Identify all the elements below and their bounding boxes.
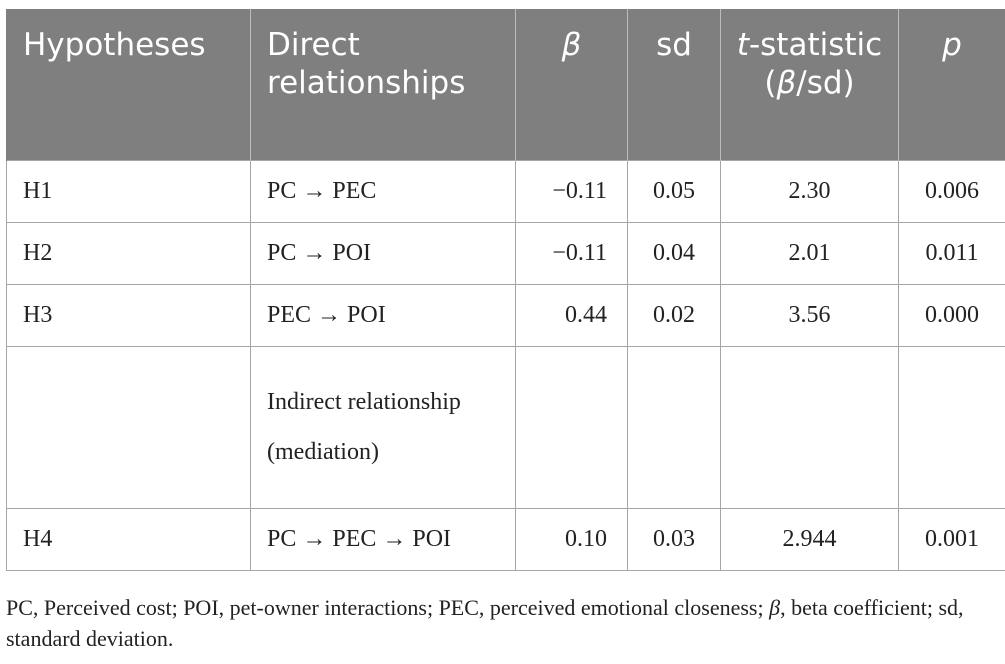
header-sd: sd <box>627 9 721 160</box>
table-row-h4: H4 PC → PEC → POI 0.10 0.03 2.944 0.001 <box>6 507 1005 571</box>
cell-relationship: PC → PEC → POI <box>250 507 516 571</box>
cell-relationship: PEC → POI <box>250 283 516 347</box>
cell-hypothesis: H2 <box>6 221 251 285</box>
footnote-part2: , beta coefficient; sd, standard deviati… <box>6 595 964 651</box>
cell-p: 0.006 <box>898 159 1005 223</box>
cell-p: 0.000 <box>898 283 1005 347</box>
hypothesis-results-table: Hypotheses Direct relationships β sd t-s… <box>6 9 1005 571</box>
header-t-statistic: t-statistic (β/sd) <box>720 9 899 160</box>
cell-t: 3.56 <box>720 283 899 347</box>
header-t-beta: β <box>776 65 797 101</box>
footnote-part1: PC, Perceived cost; POI, pet-owner inter… <box>6 595 770 620</box>
cell-p: 0.001 <box>898 507 1005 571</box>
cell-sd: 0.03 <box>627 507 721 571</box>
cell-hypothesis <box>6 345 251 509</box>
footnote-beta-symbol: β <box>769 595 781 620</box>
header-t-rest: -statistic ( <box>748 27 883 101</box>
table-row-h1: H1 PC → PEC −0.11 0.05 2.30 0.006 <box>6 159 1005 223</box>
cell-relationship: PC → POI <box>250 221 516 285</box>
table-row-indirect: Indirect relationship (mediation) <box>6 345 1005 509</box>
cell-t <box>720 345 899 509</box>
cell-t: 2.944 <box>720 507 899 571</box>
cell-hypothesis: H4 <box>6 507 251 571</box>
cell-beta: −0.11 <box>515 159 628 223</box>
header-hypotheses: Hypotheses <box>6 9 251 160</box>
cell-p <box>898 345 1005 509</box>
cell-beta: 0.10 <box>515 507 628 571</box>
cell-hypothesis: H1 <box>6 159 251 223</box>
header-t-suffix: /sd) <box>796 65 855 101</box>
cell-sd: 0.02 <box>627 283 721 347</box>
cell-beta: 0.44 <box>515 283 628 347</box>
cell-beta: −0.11 <box>515 221 628 285</box>
cell-relationship: Indirect relationship (mediation) <box>250 345 516 509</box>
header-t-letter: t <box>736 27 749 63</box>
cell-sd <box>627 345 721 509</box>
cell-p: 0.011 <box>898 221 1005 285</box>
cell-relationship: PC → PEC <box>250 159 516 223</box>
header-p: p <box>898 9 1005 160</box>
cell-t: 2.30 <box>720 159 899 223</box>
header-beta: β <box>515 9 628 160</box>
table-header-row: Hypotheses Direct relationships β sd t-s… <box>6 9 1005 160</box>
header-p-letter: p <box>942 27 962 63</box>
cell-hypothesis: H3 <box>6 283 251 347</box>
table-footnote: PC, Perceived cost; POI, pet-owner inter… <box>6 592 996 654</box>
cell-sd: 0.05 <box>627 159 721 223</box>
cell-beta <box>515 345 628 509</box>
table-row-h2: H2 PC → POI −0.11 0.04 2.01 0.011 <box>6 221 1005 285</box>
header-beta-symbol: β <box>561 27 582 63</box>
cell-sd: 0.04 <box>627 221 721 285</box>
header-direct-relationships: Direct relationships <box>250 9 516 160</box>
table-row-h3: H3 PEC → POI 0.44 0.02 3.56 0.000 <box>6 283 1005 347</box>
results-table-container: Hypotheses Direct relationships β sd t-s… <box>6 9 1005 571</box>
cell-t: 2.01 <box>720 221 899 285</box>
